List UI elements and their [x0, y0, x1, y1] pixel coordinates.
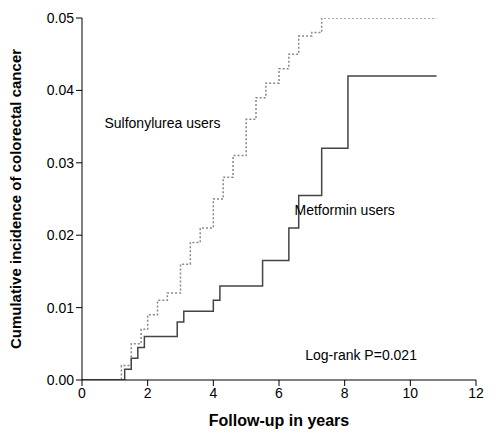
svg-text:4: 4	[209, 385, 217, 401]
svg-text:Cumulative incidence of colore: Cumulative incidence of colorectal cance…	[8, 49, 24, 349]
svg-text:0.03: 0.03	[47, 155, 74, 171]
svg-text:0: 0	[78, 385, 86, 401]
svg-text:12: 12	[468, 385, 484, 401]
svg-text:0.02: 0.02	[47, 227, 74, 243]
svg-text:6: 6	[275, 385, 283, 401]
svg-text:Sulfonylurea users: Sulfonylurea users	[104, 115, 220, 131]
svg-text:Log-rank P=0.021: Log-rank P=0.021	[305, 347, 417, 363]
svg-text:Metformin users: Metformin users	[294, 202, 394, 218]
svg-text:0.00: 0.00	[47, 372, 74, 388]
svg-text:8: 8	[341, 385, 349, 401]
svg-text:0.05: 0.05	[47, 10, 74, 26]
svg-text:Follow-up in years: Follow-up in years	[209, 412, 350, 429]
svg-text:10: 10	[403, 385, 419, 401]
svg-text:0.01: 0.01	[47, 300, 74, 316]
svg-text:2: 2	[144, 385, 152, 401]
svg-text:0.04: 0.04	[47, 82, 74, 98]
